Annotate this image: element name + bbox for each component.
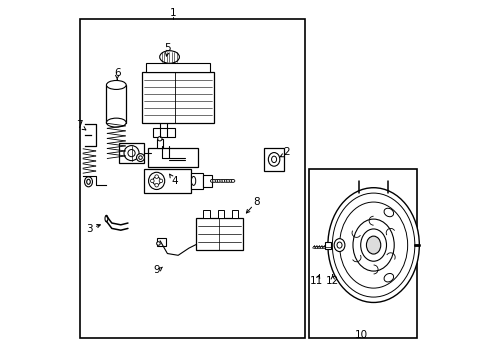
Bar	[190, 173, 203, 189]
Bar	[119, 143, 144, 163]
Bar	[156, 139, 163, 148]
Text: 1: 1	[169, 8, 176, 18]
Ellipse shape	[155, 175, 158, 179]
Bar	[203, 175, 212, 187]
Ellipse shape	[224, 180, 227, 182]
Bar	[147, 148, 198, 167]
Ellipse shape	[336, 242, 341, 248]
Ellipse shape	[152, 177, 160, 185]
Ellipse shape	[222, 180, 225, 182]
Text: 12: 12	[325, 276, 339, 286]
Bar	[153, 128, 174, 137]
Ellipse shape	[231, 180, 234, 182]
Ellipse shape	[86, 179, 90, 184]
Ellipse shape	[84, 177, 92, 187]
Text: 9: 9	[153, 265, 160, 275]
Ellipse shape	[339, 202, 407, 288]
Ellipse shape	[228, 180, 232, 182]
Bar	[325, 242, 330, 249]
Text: 11: 11	[309, 276, 322, 286]
Ellipse shape	[136, 154, 144, 162]
Ellipse shape	[268, 153, 279, 166]
Ellipse shape	[150, 179, 154, 183]
Ellipse shape	[383, 208, 393, 217]
Ellipse shape	[191, 176, 195, 185]
Text: 8: 8	[253, 197, 260, 207]
Text: 6: 6	[114, 68, 120, 78]
Bar	[142, 72, 214, 123]
Ellipse shape	[105, 215, 108, 222]
Ellipse shape	[106, 118, 126, 127]
Ellipse shape	[160, 51, 179, 63]
Ellipse shape	[352, 219, 393, 271]
Text: 4: 4	[171, 176, 178, 186]
Bar	[231, 210, 238, 218]
Text: 10: 10	[354, 330, 367, 340]
Bar	[80, 19, 305, 338]
Ellipse shape	[210, 180, 214, 182]
Ellipse shape	[106, 81, 126, 89]
Ellipse shape	[366, 236, 380, 254]
Ellipse shape	[148, 172, 164, 189]
Bar	[308, 169, 416, 338]
Ellipse shape	[159, 179, 163, 183]
Bar	[144, 169, 190, 193]
Ellipse shape	[327, 188, 419, 302]
Ellipse shape	[128, 149, 135, 157]
Bar	[106, 85, 126, 123]
Bar	[196, 218, 242, 250]
Ellipse shape	[360, 229, 386, 261]
Text: 2: 2	[283, 147, 289, 157]
Ellipse shape	[158, 136, 162, 141]
Ellipse shape	[124, 145, 139, 161]
Text: 3: 3	[86, 225, 93, 234]
Ellipse shape	[333, 239, 344, 252]
Ellipse shape	[139, 156, 142, 159]
Ellipse shape	[383, 274, 393, 282]
Ellipse shape	[271, 156, 276, 163]
Bar	[145, 63, 210, 72]
Ellipse shape	[156, 242, 160, 245]
Ellipse shape	[219, 180, 223, 182]
Ellipse shape	[215, 180, 218, 182]
Bar	[203, 210, 209, 218]
Bar	[156, 238, 165, 246]
Bar	[217, 210, 224, 218]
Text: 7: 7	[76, 121, 82, 130]
Ellipse shape	[332, 193, 414, 297]
Ellipse shape	[226, 180, 230, 182]
Bar	[264, 148, 284, 171]
Ellipse shape	[212, 180, 216, 182]
Text: 5: 5	[164, 43, 170, 53]
Ellipse shape	[155, 183, 158, 187]
Ellipse shape	[217, 180, 221, 182]
